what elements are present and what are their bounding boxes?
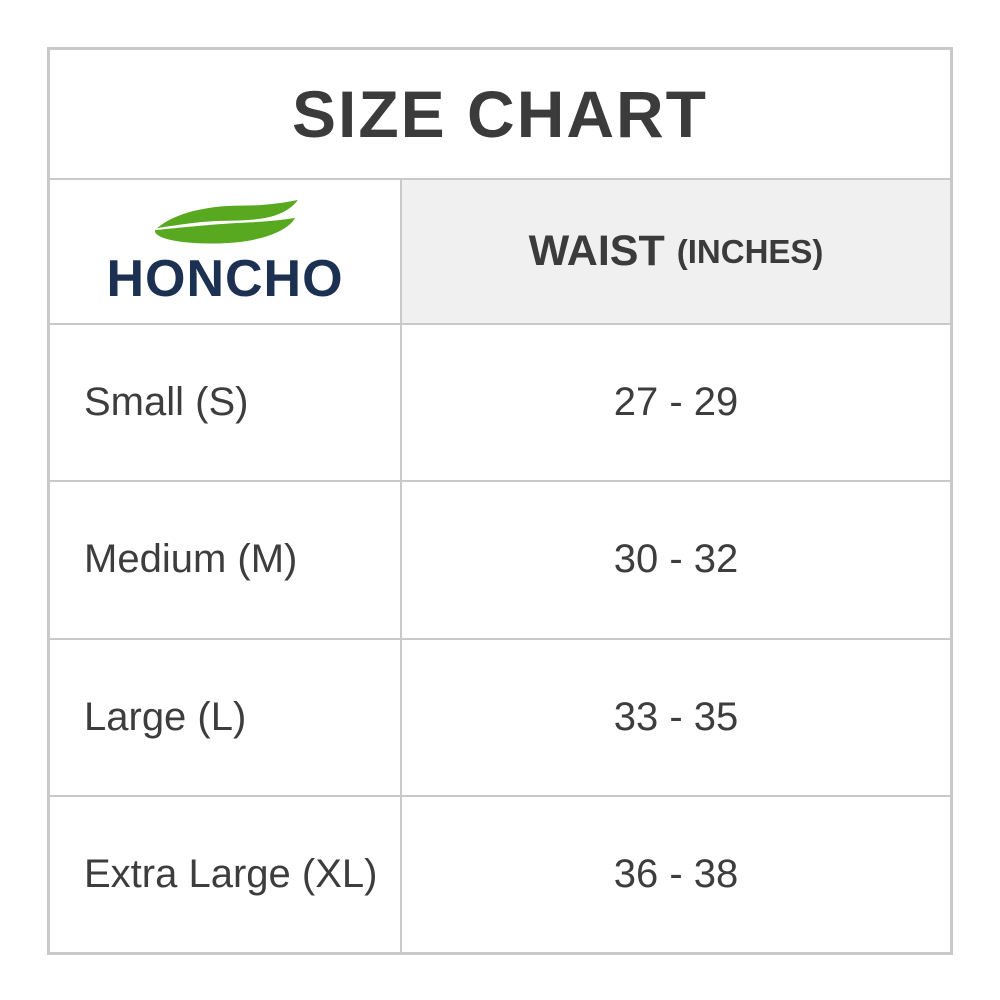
waist-cell-extra-large: 36 - 38 bbox=[402, 796, 950, 952]
waist-value: 30 - 32 bbox=[613, 537, 739, 582]
size-label: Medium (M) bbox=[84, 537, 298, 582]
size-cell-large: Large (L) bbox=[50, 639, 400, 795]
size-label: Large (L) bbox=[84, 694, 247, 739]
size-cell-extra-large: Extra Large (XL) bbox=[50, 796, 400, 952]
title-row: SIZE CHART bbox=[50, 50, 950, 178]
waist-header-label: WAIST bbox=[528, 227, 665, 275]
size-cell-medium: Medium (M) bbox=[50, 482, 400, 638]
size-chart-grid: HONCHO WAIST (INCHES) Small (S) 27 - 29 … bbox=[50, 180, 950, 952]
brand-logo-cell: HONCHO bbox=[50, 180, 400, 323]
size-label: Extra Large (XL) bbox=[84, 851, 378, 896]
waist-header-unit: (INCHES) bbox=[676, 232, 824, 270]
waist-value: 36 - 38 bbox=[613, 851, 739, 896]
waist-column-header: WAIST (INCHES) bbox=[402, 180, 950, 323]
size-cell-small: Small (S) bbox=[50, 325, 400, 481]
honcho-swoosh-icon bbox=[154, 199, 298, 244]
waist-cell-small: 27 - 29 bbox=[402, 325, 950, 481]
waist-cell-medium: 30 - 32 bbox=[402, 482, 950, 638]
waist-cell-large: 33 - 35 bbox=[402, 639, 950, 795]
size-label: Small (S) bbox=[84, 380, 249, 425]
page-title: SIZE CHART bbox=[292, 77, 708, 151]
size-chart-table: SIZE CHART HONCHO WAIST (INCHES) Small (… bbox=[47, 47, 953, 955]
waist-value: 33 - 35 bbox=[613, 694, 739, 739]
waist-value: 27 - 29 bbox=[613, 380, 739, 425]
brand-name: HONCHO bbox=[106, 249, 344, 308]
